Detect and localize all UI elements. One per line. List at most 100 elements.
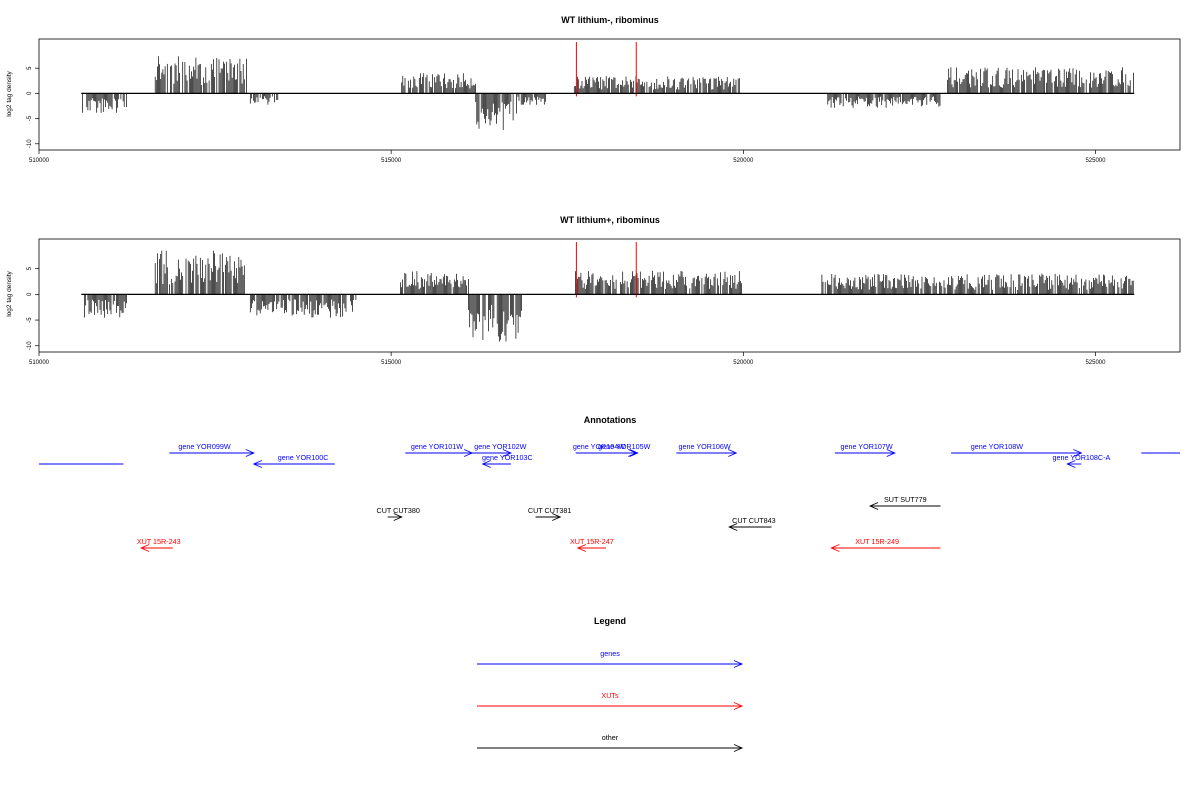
annotation-feature: XUT 15R-247 xyxy=(570,537,614,552)
legend-label: XUTs xyxy=(601,691,619,700)
x-tick-label: 520000 xyxy=(733,360,754,366)
legend: Legend genes XUTs other xyxy=(477,616,744,752)
legend-label: other xyxy=(602,733,619,742)
x-tick-label: 525000 xyxy=(1085,158,1106,164)
annotation-label: gene YOR101W xyxy=(411,442,463,451)
arrow-head xyxy=(733,702,744,710)
y-tick-label: 0 xyxy=(27,292,33,296)
x-tick-label: 525000 xyxy=(1085,360,1106,366)
arrow-head xyxy=(629,449,639,457)
arrow-head xyxy=(252,460,262,468)
x-axis: 510000 515000 520000 525000 xyxy=(29,352,1106,366)
annotation-label: XUT 15R-243 xyxy=(137,537,181,546)
y-axis: -10 -5 0 5 xyxy=(27,66,39,148)
arrow-head xyxy=(733,660,744,668)
annotation-label: gene YOR107W xyxy=(840,442,892,451)
annotation-label: gene YOR102W xyxy=(474,442,526,451)
y-tick-label: -5 xyxy=(27,317,33,323)
arrow-head xyxy=(1073,449,1083,457)
arrow-head xyxy=(886,449,896,457)
legend-item: other xyxy=(477,733,744,752)
annotation-feature: XUT 15R-249 xyxy=(830,537,941,552)
annotation-feature: gene YOR106W xyxy=(676,442,738,457)
y-axis-label: log2 tag density xyxy=(6,70,13,116)
y-tick-label: 0 xyxy=(27,91,33,95)
annotation-feature: CUT CUT380 xyxy=(377,506,420,521)
arrow-head xyxy=(728,449,738,457)
annotation-label: gene YOR099W xyxy=(178,442,230,451)
arrow-head xyxy=(733,744,744,752)
annotation-feature: gene YOR099W xyxy=(169,442,255,457)
arrow-head xyxy=(728,523,738,531)
legend-item: XUTs xyxy=(477,691,744,710)
x-tick-label: 510000 xyxy=(29,158,50,164)
arrow-head xyxy=(1066,460,1076,468)
track-title: WT lithium+, ribominus xyxy=(560,215,660,225)
annotation-label: CUT CUT380 xyxy=(377,506,420,515)
arrow-head xyxy=(628,449,638,457)
arrow-head xyxy=(552,513,562,521)
marker-lines xyxy=(575,42,637,97)
annotation-feature: gene YOR101W xyxy=(405,442,474,457)
annotation-feature: CUT CUT843 xyxy=(728,516,776,531)
plot-frame xyxy=(38,238,1181,353)
annotation-label: CUT CUT843 xyxy=(732,516,775,525)
x-tick-label: 515000 xyxy=(381,360,402,366)
y-tick-label: -10 xyxy=(27,341,33,350)
x-tick-label: 510000 xyxy=(29,360,50,366)
x-tick-label: 520000 xyxy=(733,158,754,164)
annotation-label: gene YOR104W xyxy=(573,442,625,451)
annotation-label: XUT 15R-249 xyxy=(855,537,899,546)
annotation-label: SUT SUT779 xyxy=(884,495,927,504)
arrow-head xyxy=(576,544,586,552)
annotation-label: gene YOR106W xyxy=(678,442,730,451)
annotation-label: CUT CUT381 xyxy=(528,506,571,515)
annotation-feature: gene YOR103C xyxy=(481,453,533,468)
annotations-title: Annotations xyxy=(584,415,637,425)
marker-lines xyxy=(575,242,637,298)
arrow-head xyxy=(868,502,879,510)
y-tick-label: -5 xyxy=(27,115,33,121)
arrow-head xyxy=(393,513,403,521)
annotation-feature: gene YOR108W xyxy=(951,442,1083,457)
legend-title: Legend xyxy=(594,616,626,626)
annotation-feature: gene YOR107W xyxy=(834,442,896,457)
arrow-head xyxy=(830,544,840,552)
annotation-label: gene YOR108W xyxy=(971,442,1023,451)
track-lithium-plus: WT lithium+, ribominus log2 tag density … xyxy=(6,215,1181,366)
legend-items: genes XUTs other xyxy=(477,649,744,752)
legend-item: genes xyxy=(477,649,744,668)
annotation-feature: CUT CUT381 xyxy=(528,506,571,521)
arrow-head xyxy=(481,460,491,468)
y-axis-label: log2 tag density xyxy=(6,270,13,316)
annotation-feature: XUT 15R-243 xyxy=(137,537,181,552)
signal-bars xyxy=(84,250,1134,342)
annotation-feature: gene YOR105W xyxy=(598,442,651,457)
signal-bars xyxy=(82,56,1134,130)
arrow-head xyxy=(502,449,513,457)
y-axis: -10 -5 0 5 xyxy=(27,266,39,350)
arrow-head xyxy=(245,449,255,457)
plot-frame xyxy=(38,38,1181,151)
arrow-head xyxy=(140,544,150,552)
track-lithium-minus: WT lithium-, ribominus log2 tag density … xyxy=(6,15,1181,164)
annotation-label: XUT 15R-247 xyxy=(570,537,614,546)
annotation-label: gene YOR108C-A xyxy=(1052,453,1110,462)
annotation-label: gene YOR103C xyxy=(482,453,533,462)
annotation-label: gene YOR105W xyxy=(598,442,650,451)
annotation-label: gene YOR100C xyxy=(278,453,329,462)
x-tick-label: 515000 xyxy=(381,158,402,164)
annotation-feature: gene YOR100C xyxy=(252,453,335,468)
y-tick-label: 5 xyxy=(27,266,33,270)
annotation-features: gene YOR099W gene YOR100C gene YOR101W gene… xyxy=(39,442,1180,552)
x-axis: 510000 515000 520000 525000 xyxy=(29,150,1106,164)
y-tick-label: -10 xyxy=(27,139,33,148)
y-tick-label: 5 xyxy=(27,66,33,70)
annotation-feature: gene YOR102W xyxy=(472,442,527,457)
legend-label: genes xyxy=(600,649,620,658)
annotation-feature: SUT SUT779 xyxy=(868,495,941,510)
track-title: WT lithium-, ribominus xyxy=(561,15,659,25)
annotation-feature: gene YOR108C-A xyxy=(1052,453,1110,468)
